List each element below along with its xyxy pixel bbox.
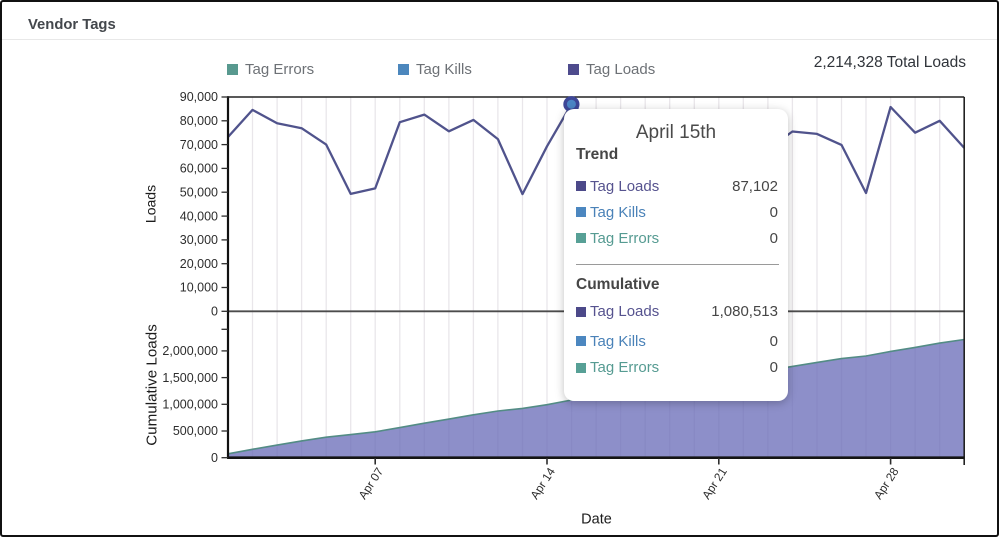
svg-text:90,000: 90,000 xyxy=(180,90,218,104)
svg-text:Cumulative Loads: Cumulative Loads xyxy=(144,324,161,446)
svg-text:70,000: 70,000 xyxy=(180,138,218,152)
svg-text:Apr 14: Apr 14 xyxy=(527,465,558,502)
svg-text:Apr 28: Apr 28 xyxy=(871,465,902,502)
svg-text:500,000: 500,000 xyxy=(173,424,218,438)
svg-text:Apr 21: Apr 21 xyxy=(699,465,730,502)
svg-text:50,000: 50,000 xyxy=(180,185,218,199)
svg-text:Date: Date xyxy=(581,512,612,528)
svg-text:60,000: 60,000 xyxy=(180,162,218,176)
svg-text:40,000: 40,000 xyxy=(180,209,218,223)
svg-text:1,000,000: 1,000,000 xyxy=(162,398,218,412)
svg-text:0: 0 xyxy=(211,305,218,319)
svg-text:Loads: Loads xyxy=(143,185,159,223)
svg-text:1,500,000: 1,500,000 xyxy=(162,371,218,385)
svg-text:2,000,000: 2,000,000 xyxy=(162,344,218,358)
svg-text:Apr 07: Apr 07 xyxy=(356,465,387,502)
svg-text:20,000: 20,000 xyxy=(180,257,218,271)
svg-text:80,000: 80,000 xyxy=(180,114,218,128)
svg-text:0: 0 xyxy=(211,451,218,465)
svg-text:10,000: 10,000 xyxy=(180,281,218,295)
svg-text:30,000: 30,000 xyxy=(180,233,218,247)
